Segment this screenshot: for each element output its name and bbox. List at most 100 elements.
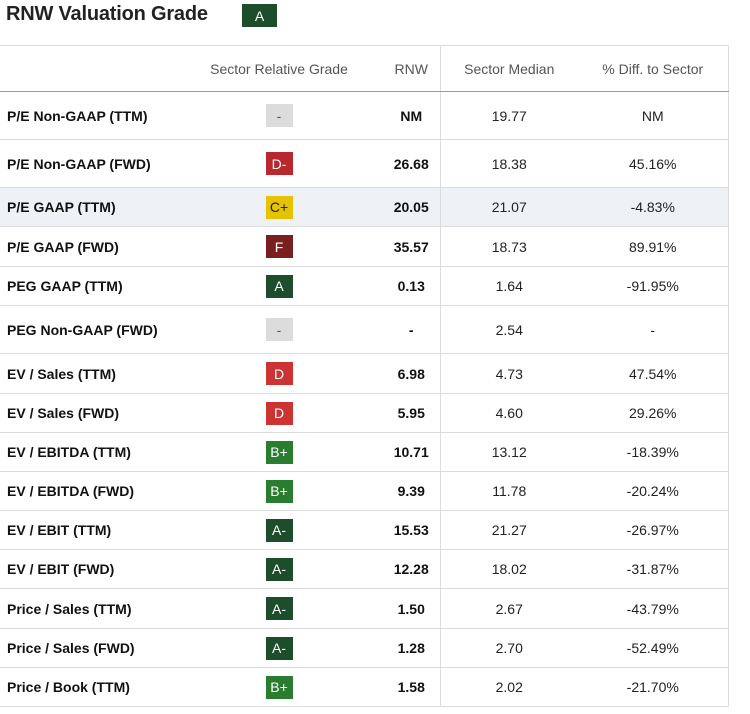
metric-label[interactable]: PEG Non-GAAP (FWD) — [0, 305, 175, 354]
diff-to-sector-value: -91.95% — [578, 266, 728, 306]
table-body: P/E Non-GAAP (TTM) - NM 19.77 NM P/E Non-GAAP… — [0, 91, 750, 707]
table-row[interactable]: EV / Sales (FWD) D 5.95 4.60 29.26% — [0, 393, 750, 433]
table-row[interactable]: EV / EBIT (TTM) A- 15.53 21.27 -26.97% — [0, 510, 750, 550]
overall-grade-badge: A — [242, 4, 277, 27]
sector-median-value: 2.67 — [439, 588, 578, 629]
sector-median-header[interactable]: Sector Median — [439, 45, 578, 92]
diff-to-sector-value: -18.39% — [578, 432, 728, 472]
sector-median-value: 18.73 — [439, 226, 578, 267]
diff-to-sector-value: 45.16% — [578, 139, 728, 188]
diff-to-sector-value: 89.91% — [578, 226, 728, 267]
scroll-gutter-cell — [727, 549, 750, 589]
diff-to-sector-value: NM — [578, 91, 728, 140]
metric-label[interactable]: EV / EBIT (TTM) — [0, 510, 175, 550]
metric-label[interactable]: P/E GAAP (TTM) — [0, 187, 175, 227]
sector-median-value: 18.38 — [439, 139, 578, 188]
sector-median-value: 11.78 — [439, 471, 578, 511]
table-row[interactable]: P/E GAAP (FWD) F 35.57 18.73 89.91% — [0, 226, 750, 267]
table-row[interactable]: P/E GAAP (TTM) C+ 20.05 21.07 -4.83% — [0, 187, 750, 227]
scroll-gutter-cell — [727, 139, 750, 188]
diff-to-sector-value: 47.54% — [578, 353, 728, 394]
grade-badge: A- — [265, 557, 293, 581]
diff-to-sector-value: - — [578, 305, 728, 354]
grade-badge: - — [265, 318, 293, 341]
diff-to-sector-value: -31.87% — [578, 549, 728, 589]
table-row[interactable]: EV / Sales (TTM) D 6.98 4.73 47.54% — [0, 353, 750, 394]
table-row[interactable]: EV / EBITDA (TTM) B+ 10.71 13.12 -18.39% — [0, 432, 750, 472]
rnw-value: 10.71 — [383, 432, 440, 472]
table-row[interactable]: P/E Non-GAAP (FWD) D- 26.68 18.38 45.16% — [0, 139, 750, 188]
sector-median-value: 2.02 — [439, 667, 578, 707]
table-row[interactable]: Price / Sales (TTM) A- 1.50 2.67 -43.79% — [0, 588, 750, 629]
table-row[interactable]: PEG GAAP (TTM) A 0.13 1.64 -91.95% — [0, 266, 750, 306]
metric-label[interactable]: EV / Sales (FWD) — [0, 393, 175, 433]
grade-cell: B+ — [175, 667, 383, 707]
grade-cell: B+ — [175, 432, 383, 472]
metric-label[interactable]: P/E GAAP (FWD) — [0, 226, 175, 267]
grade-badge: C+ — [265, 195, 293, 219]
sector-median-value: 4.73 — [439, 353, 578, 394]
rnw-value: 15.53 — [383, 510, 440, 550]
scroll-gutter-cell — [727, 305, 750, 354]
scroll-gutter — [727, 45, 750, 92]
rnw-value: 35.57 — [383, 226, 440, 267]
grade-cell: B+ — [175, 471, 383, 511]
sector-median-value: 2.54 — [439, 305, 578, 354]
table-row[interactable]: EV / EBITDA (FWD) B+ 9.39 11.78 -20.24% — [0, 471, 750, 511]
metric-label[interactable]: PEG GAAP (TTM) — [0, 266, 175, 306]
scroll-gutter-cell — [727, 432, 750, 472]
grade-badge: A- — [265, 518, 293, 542]
sector-median-value: 4.60 — [439, 393, 578, 433]
scroll-gutter-cell — [727, 91, 750, 140]
metric-label[interactable]: EV / EBITDA (TTM) — [0, 432, 175, 472]
metric-label[interactable]: EV / Sales (TTM) — [0, 353, 175, 394]
scroll-gutter-cell — [727, 588, 750, 629]
sector-median-value: 21.07 — [439, 187, 578, 227]
scroll-gutter-cell — [727, 353, 750, 394]
sector-median-value: 1.64 — [439, 266, 578, 306]
grade-badge: A- — [265, 636, 293, 660]
table-row[interactable]: Price / Sales (FWD) A- 1.28 2.70 -52.49% — [0, 628, 750, 668]
sector-median-value: 13.12 — [439, 432, 578, 472]
sector-median-value: 19.77 — [439, 91, 578, 140]
table-row[interactable]: PEG Non-GAAP (FWD) - -2.54- — [0, 305, 750, 354]
sector-relative-grade-header[interactable]: Sector Relative Grade — [175, 45, 383, 92]
rnw-value: NM — [383, 91, 440, 140]
rnw-header[interactable]: RNW — [383, 45, 440, 92]
grade-cell: D- — [175, 139, 383, 188]
grade-cell: D — [175, 353, 383, 394]
grade-badge: F — [265, 235, 293, 258]
scroll-gutter-cell — [727, 226, 750, 267]
sector-median-value: 21.27 — [439, 510, 578, 550]
grade-cell: A- — [175, 628, 383, 668]
diff-to-sector-value: -20.24% — [578, 471, 728, 511]
diff-to-sector-header[interactable]: % Diff. to Sector — [578, 45, 728, 92]
metric-label[interactable]: EV / EBIT (FWD) — [0, 549, 175, 589]
sector-median-value: 18.02 — [439, 549, 578, 589]
diff-to-sector-value: -43.79% — [578, 588, 728, 629]
table-row[interactable]: P/E Non-GAAP (TTM) - NM 19.77 NM — [0, 91, 750, 140]
metric-column-header — [0, 45, 175, 92]
rnw-value: 12.28 — [383, 549, 440, 589]
rnw-value: 20.05 — [383, 187, 440, 227]
grade-cell: A- — [175, 549, 383, 589]
metric-label[interactable]: P/E Non-GAAP (TTM) — [0, 91, 175, 140]
table-row[interactable]: Price / Book (TTM) B+ 1.58 2.02 -21.70% — [0, 667, 750, 707]
rnw-value: 1.50 — [383, 588, 440, 629]
table-row[interactable]: EV / EBIT (FWD) A- 12.28 18.02 -31.87% — [0, 549, 750, 589]
diff-to-sector-value: -21.70% — [578, 667, 728, 707]
rnw-value: 26.68 — [383, 139, 440, 188]
metric-label[interactable]: Price / Sales (TTM) — [0, 588, 175, 629]
metric-label[interactable]: P/E Non-GAAP (FWD) — [0, 139, 175, 188]
scroll-gutter-cell — [727, 266, 750, 306]
metric-label[interactable]: Price / Book (TTM) — [0, 667, 175, 707]
diff-to-sector-value: -26.97% — [578, 510, 728, 550]
grade-badge: D — [265, 401, 293, 425]
metric-label[interactable]: EV / EBITDA (FWD) — [0, 471, 175, 511]
metric-label[interactable]: Price / Sales (FWD) — [0, 628, 175, 668]
rnw-value: 5.95 — [383, 393, 440, 433]
table-header-row: Sector Relative Grade RNW Sector Median … — [0, 45, 750, 92]
sector-median-value: 2.70 — [439, 628, 578, 668]
grade-badge: A — [265, 274, 293, 298]
rnw-value: 9.39 — [383, 471, 440, 511]
